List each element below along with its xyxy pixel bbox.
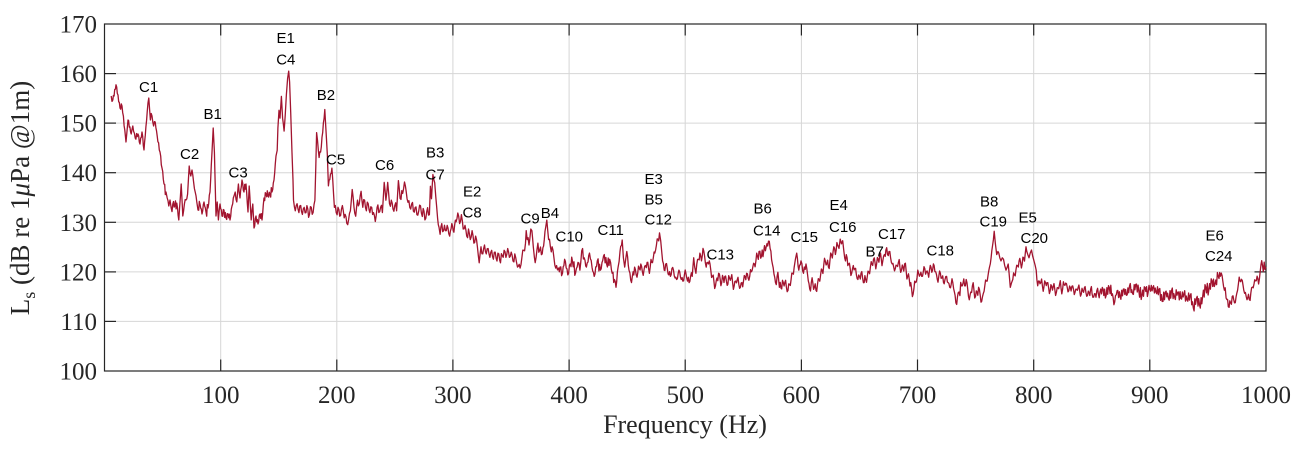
svg-text:B7: B7 bbox=[866, 243, 884, 260]
svg-text:900: 900 bbox=[1131, 382, 1169, 409]
svg-text:100: 100 bbox=[60, 359, 98, 386]
svg-text:700: 700 bbox=[899, 382, 937, 409]
svg-text:160: 160 bbox=[60, 61, 98, 88]
svg-text:B8: B8 bbox=[980, 194, 998, 211]
svg-text:Frequency (Hz): Frequency (Hz) bbox=[603, 410, 767, 439]
svg-text:C8: C8 bbox=[463, 204, 482, 221]
svg-text:C1: C1 bbox=[139, 79, 158, 96]
svg-text:C16: C16 bbox=[829, 219, 857, 236]
svg-text:E5: E5 bbox=[1019, 209, 1037, 226]
svg-text:500: 500 bbox=[666, 382, 704, 409]
svg-text:200: 200 bbox=[318, 382, 356, 409]
svg-text:B5: B5 bbox=[645, 192, 663, 209]
svg-text:E3: E3 bbox=[645, 171, 663, 188]
svg-text:E1: E1 bbox=[277, 30, 295, 47]
svg-text:C6: C6 bbox=[375, 157, 394, 174]
svg-text:B4: B4 bbox=[541, 205, 559, 222]
svg-text:140: 140 bbox=[60, 160, 98, 187]
svg-text:B6: B6 bbox=[754, 201, 772, 218]
svg-text:130: 130 bbox=[60, 210, 98, 237]
svg-text:120: 120 bbox=[60, 259, 98, 286]
svg-text:C2: C2 bbox=[180, 146, 199, 163]
svg-text:150: 150 bbox=[60, 111, 98, 138]
svg-text:C14: C14 bbox=[753, 223, 781, 240]
svg-text:C24: C24 bbox=[1205, 248, 1233, 265]
svg-text:C9: C9 bbox=[521, 210, 540, 227]
svg-text:C5: C5 bbox=[326, 151, 345, 168]
svg-text:C3: C3 bbox=[229, 165, 248, 182]
svg-text:600: 600 bbox=[783, 382, 821, 409]
svg-text:C7: C7 bbox=[426, 167, 445, 184]
svg-text:B1: B1 bbox=[204, 106, 222, 123]
svg-text:C17: C17 bbox=[878, 226, 906, 243]
svg-text:C4: C4 bbox=[276, 52, 295, 69]
svg-text:800: 800 bbox=[1015, 382, 1053, 409]
svg-text:C13: C13 bbox=[707, 247, 735, 264]
svg-text:1000: 1000 bbox=[1241, 382, 1291, 409]
svg-text:C18: C18 bbox=[927, 243, 955, 260]
svg-text:110: 110 bbox=[60, 309, 97, 336]
svg-text:E2: E2 bbox=[463, 183, 481, 200]
svg-text:Ls (dB re 1μPa @1m): Ls (dB re 1μPa @1m) bbox=[5, 81, 39, 315]
svg-text:170: 170 bbox=[60, 12, 98, 39]
svg-text:100: 100 bbox=[202, 382, 240, 409]
svg-text:C10: C10 bbox=[556, 228, 584, 245]
svg-text:C12: C12 bbox=[645, 212, 673, 229]
svg-text:C19: C19 bbox=[980, 214, 1008, 231]
svg-text:300: 300 bbox=[434, 382, 472, 409]
svg-text:B3: B3 bbox=[426, 145, 444, 162]
svg-text:C11: C11 bbox=[598, 222, 624, 239]
svg-text:C20: C20 bbox=[1021, 230, 1049, 247]
svg-text:B2: B2 bbox=[317, 87, 335, 104]
svg-text:400: 400 bbox=[550, 382, 588, 409]
svg-text:E4: E4 bbox=[830, 197, 848, 214]
svg-text:C15: C15 bbox=[791, 229, 819, 246]
svg-text:E6: E6 bbox=[1206, 228, 1224, 245]
